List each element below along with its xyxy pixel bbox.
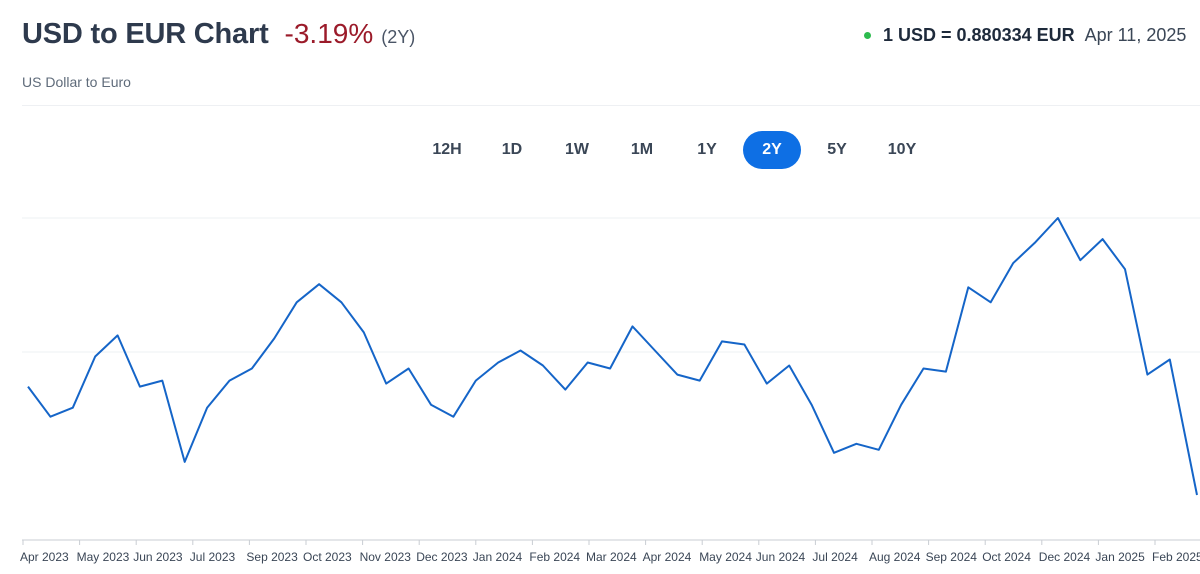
x-tick-label: Nov 2023	[360, 550, 412, 564]
page-title: USD to EUR Chart	[22, 18, 269, 50]
x-tick-label: Feb 2025	[1152, 550, 1200, 564]
rate-date: Apr 11, 2025	[1084, 25, 1187, 45]
range-button-1m[interactable]: 1M	[630, 141, 654, 158]
live-status-dot	[864, 32, 871, 39]
range-button-1y[interactable]: 1Y	[697, 141, 717, 158]
x-tick-label: Jan 2025	[1095, 550, 1145, 564]
time-range-selector: 12H 1D 1W 1M 1Y 2Y 5Y 10Y	[418, 131, 938, 169]
x-tick-label: Sep 2024	[926, 550, 978, 564]
change-period: (2Y)	[381, 27, 416, 47]
range-button-10y[interactable]: 10Y	[887, 141, 917, 158]
x-tick-label: Feb 2024	[529, 550, 580, 564]
range-button-12h[interactable]: 12H	[432, 141, 462, 158]
rate-text: 1 USD = 0.880334 EUR	[883, 25, 1075, 45]
x-tick-label: May 2023	[77, 550, 130, 564]
x-tick-label: Oct 2023	[303, 550, 352, 564]
page-subtitle: US Dollar to Euro	[22, 74, 131, 90]
current-rate: 1 USD = 0.880334 EUR Apr 11, 2025	[864, 25, 1200, 46]
range-button-1d[interactable]: 1D	[501, 141, 523, 158]
title-row: USD to EUR Chart -3.19% (2Y)	[22, 18, 1200, 51]
x-tick-label: Dec 2024	[1039, 550, 1091, 564]
change-percent: -3.19%	[284, 18, 374, 49]
x-tick-label: Dec 2023	[416, 550, 468, 564]
x-tick-label: Jun 2023	[133, 550, 183, 564]
header: USD to EUR Chart -3.19% (2Y) US Dollar t…	[22, 18, 1200, 108]
header-divider	[22, 105, 1200, 106]
x-tick-label: Mar 2024	[586, 550, 637, 564]
range-button-2y[interactable]: 2Y	[743, 131, 801, 169]
x-tick-label: Oct 2024	[982, 550, 1031, 564]
x-tick-label: Jan 2024	[473, 550, 523, 564]
range-button-5y[interactable]: 5Y	[827, 141, 847, 158]
x-tick-label: Apr 2024	[643, 550, 692, 564]
x-tick-label: Jul 2024	[812, 550, 858, 564]
x-tick-label: Jun 2024	[756, 550, 806, 564]
x-tick-label: Apr 2023	[20, 550, 69, 564]
x-tick-label: May 2024	[699, 550, 752, 564]
x-tick-label: Sep 2023	[246, 550, 298, 564]
series-line	[27, 217, 1198, 496]
x-tick-label: Jul 2023	[190, 550, 236, 564]
x-tick-label: Aug 2024	[869, 550, 921, 564]
range-button-1w[interactable]: 1W	[565, 141, 589, 158]
